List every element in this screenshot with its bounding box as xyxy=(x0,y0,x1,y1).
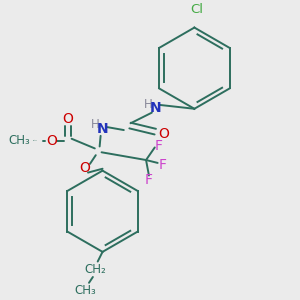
Text: F: F xyxy=(158,158,166,172)
Text: CH₂: CH₂ xyxy=(84,263,106,276)
Text: O: O xyxy=(80,161,91,175)
Text: H: H xyxy=(144,98,152,111)
Text: H: H xyxy=(90,118,99,131)
Text: F: F xyxy=(145,173,153,187)
Text: CH₃: CH₃ xyxy=(74,284,96,297)
Text: N: N xyxy=(97,122,108,136)
Text: F: F xyxy=(154,139,163,152)
Text: O: O xyxy=(62,112,73,126)
Text: Cl: Cl xyxy=(190,3,203,16)
Text: CH₃: CH₃ xyxy=(8,134,30,147)
Text: O: O xyxy=(46,134,57,148)
Text: O: O xyxy=(158,127,169,141)
Text: N: N xyxy=(150,101,161,115)
Text: methyl: methyl xyxy=(33,140,38,141)
